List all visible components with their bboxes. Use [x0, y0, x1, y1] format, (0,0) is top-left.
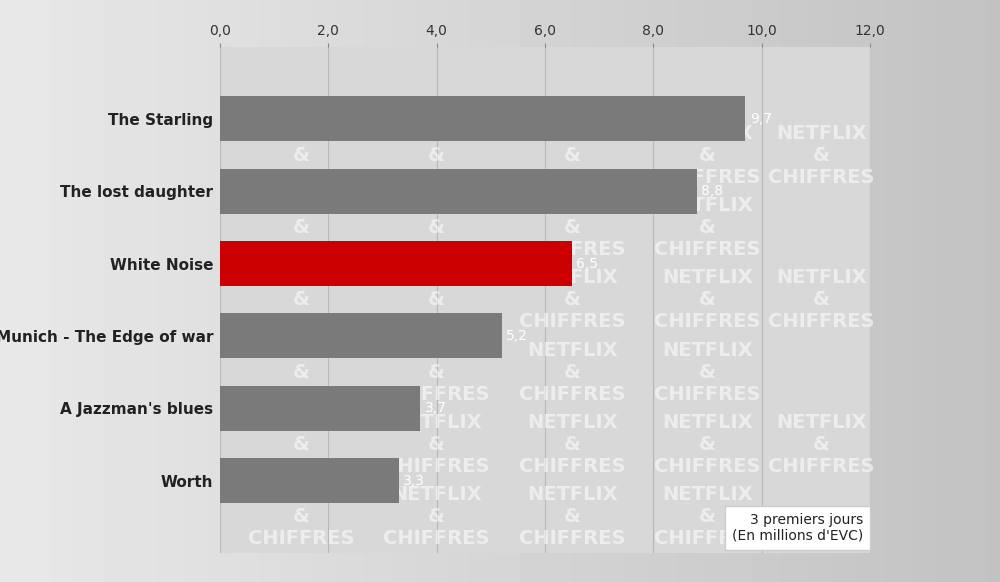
- Bar: [220, 458, 399, 503]
- Text: 9,7: 9,7: [750, 112, 772, 126]
- Text: NETFLIX
&
CHIFFRES: NETFLIX & CHIFFRES: [383, 268, 490, 331]
- Text: NETFLIX
&
CHIFFRES: NETFLIX & CHIFFRES: [383, 196, 490, 259]
- Text: NETFLIX
&
CHIFFRES: NETFLIX & CHIFFRES: [519, 340, 625, 403]
- Text: 5,2: 5,2: [506, 329, 528, 343]
- Text: NETFLIX
&
CHIFFRES: NETFLIX & CHIFFRES: [519, 413, 625, 476]
- Text: NETFLIX
&
CHIFFRES: NETFLIX & CHIFFRES: [768, 413, 874, 476]
- Text: NETFLIX
&
CHIFFRES: NETFLIX & CHIFFRES: [248, 413, 354, 476]
- Text: NETFLIX
&
CHIFFRES: NETFLIX & CHIFFRES: [519, 196, 625, 259]
- Text: NETFLIX
&
CHIFFRES: NETFLIX & CHIFFRES: [519, 485, 625, 548]
- Text: NETFLIX
&
CHIFFRES: NETFLIX & CHIFFRES: [654, 268, 761, 331]
- Bar: [220, 169, 697, 214]
- Text: 6,5: 6,5: [576, 257, 598, 271]
- Text: NETFLIX
&
CHIFFRES: NETFLIX & CHIFFRES: [654, 485, 761, 548]
- Text: NETFLIX
&
CHIFFRES: NETFLIX & CHIFFRES: [383, 485, 490, 548]
- Bar: [220, 241, 572, 286]
- Text: NETFLIX
&
CHIFFRES: NETFLIX & CHIFFRES: [248, 123, 354, 187]
- Bar: [220, 314, 502, 359]
- Text: NETFLIX
&
CHIFFRES: NETFLIX & CHIFFRES: [519, 123, 625, 187]
- Text: NETFLIX
&
CHIFFRES: NETFLIX & CHIFFRES: [519, 268, 625, 331]
- Text: NETFLIX
&
CHIFFRES: NETFLIX & CHIFFRES: [248, 340, 354, 403]
- Text: NETFLIX
&
CHIFFRES: NETFLIX & CHIFFRES: [654, 340, 761, 403]
- Text: NETFLIX
&
CHIFFRES: NETFLIX & CHIFFRES: [383, 340, 490, 403]
- Text: NETFLIX
&
CHIFFRES: NETFLIX & CHIFFRES: [768, 268, 874, 331]
- Bar: [220, 97, 745, 141]
- Text: NETFLIX
&
CHIFFRES: NETFLIX & CHIFFRES: [383, 123, 490, 187]
- Text: NETFLIX
&
CHIFFRES: NETFLIX & CHIFFRES: [383, 413, 490, 476]
- Text: NETFLIX
&
CHIFFRES: NETFLIX & CHIFFRES: [248, 268, 354, 331]
- Text: 3 premiers jours
(En millions d'EVC): 3 premiers jours (En millions d'EVC): [732, 513, 864, 543]
- Text: 3,7: 3,7: [425, 401, 447, 415]
- Text: NETFLIX
&
CHIFFRES: NETFLIX & CHIFFRES: [654, 413, 761, 476]
- Text: 8,8: 8,8: [701, 184, 723, 198]
- Text: 3,3: 3,3: [403, 474, 425, 488]
- Bar: [220, 386, 420, 431]
- Text: NETFLIX
&
CHIFFRES: NETFLIX & CHIFFRES: [654, 123, 761, 187]
- Text: NETFLIX
&
CHIFFRES: NETFLIX & CHIFFRES: [248, 196, 354, 259]
- Text: NETFLIX
&
CHIFFRES: NETFLIX & CHIFFRES: [654, 196, 761, 259]
- Text: NETFLIX
&
CHIFFRES: NETFLIX & CHIFFRES: [248, 485, 354, 548]
- Text: NETFLIX
&
CHIFFRES: NETFLIX & CHIFFRES: [768, 123, 874, 187]
